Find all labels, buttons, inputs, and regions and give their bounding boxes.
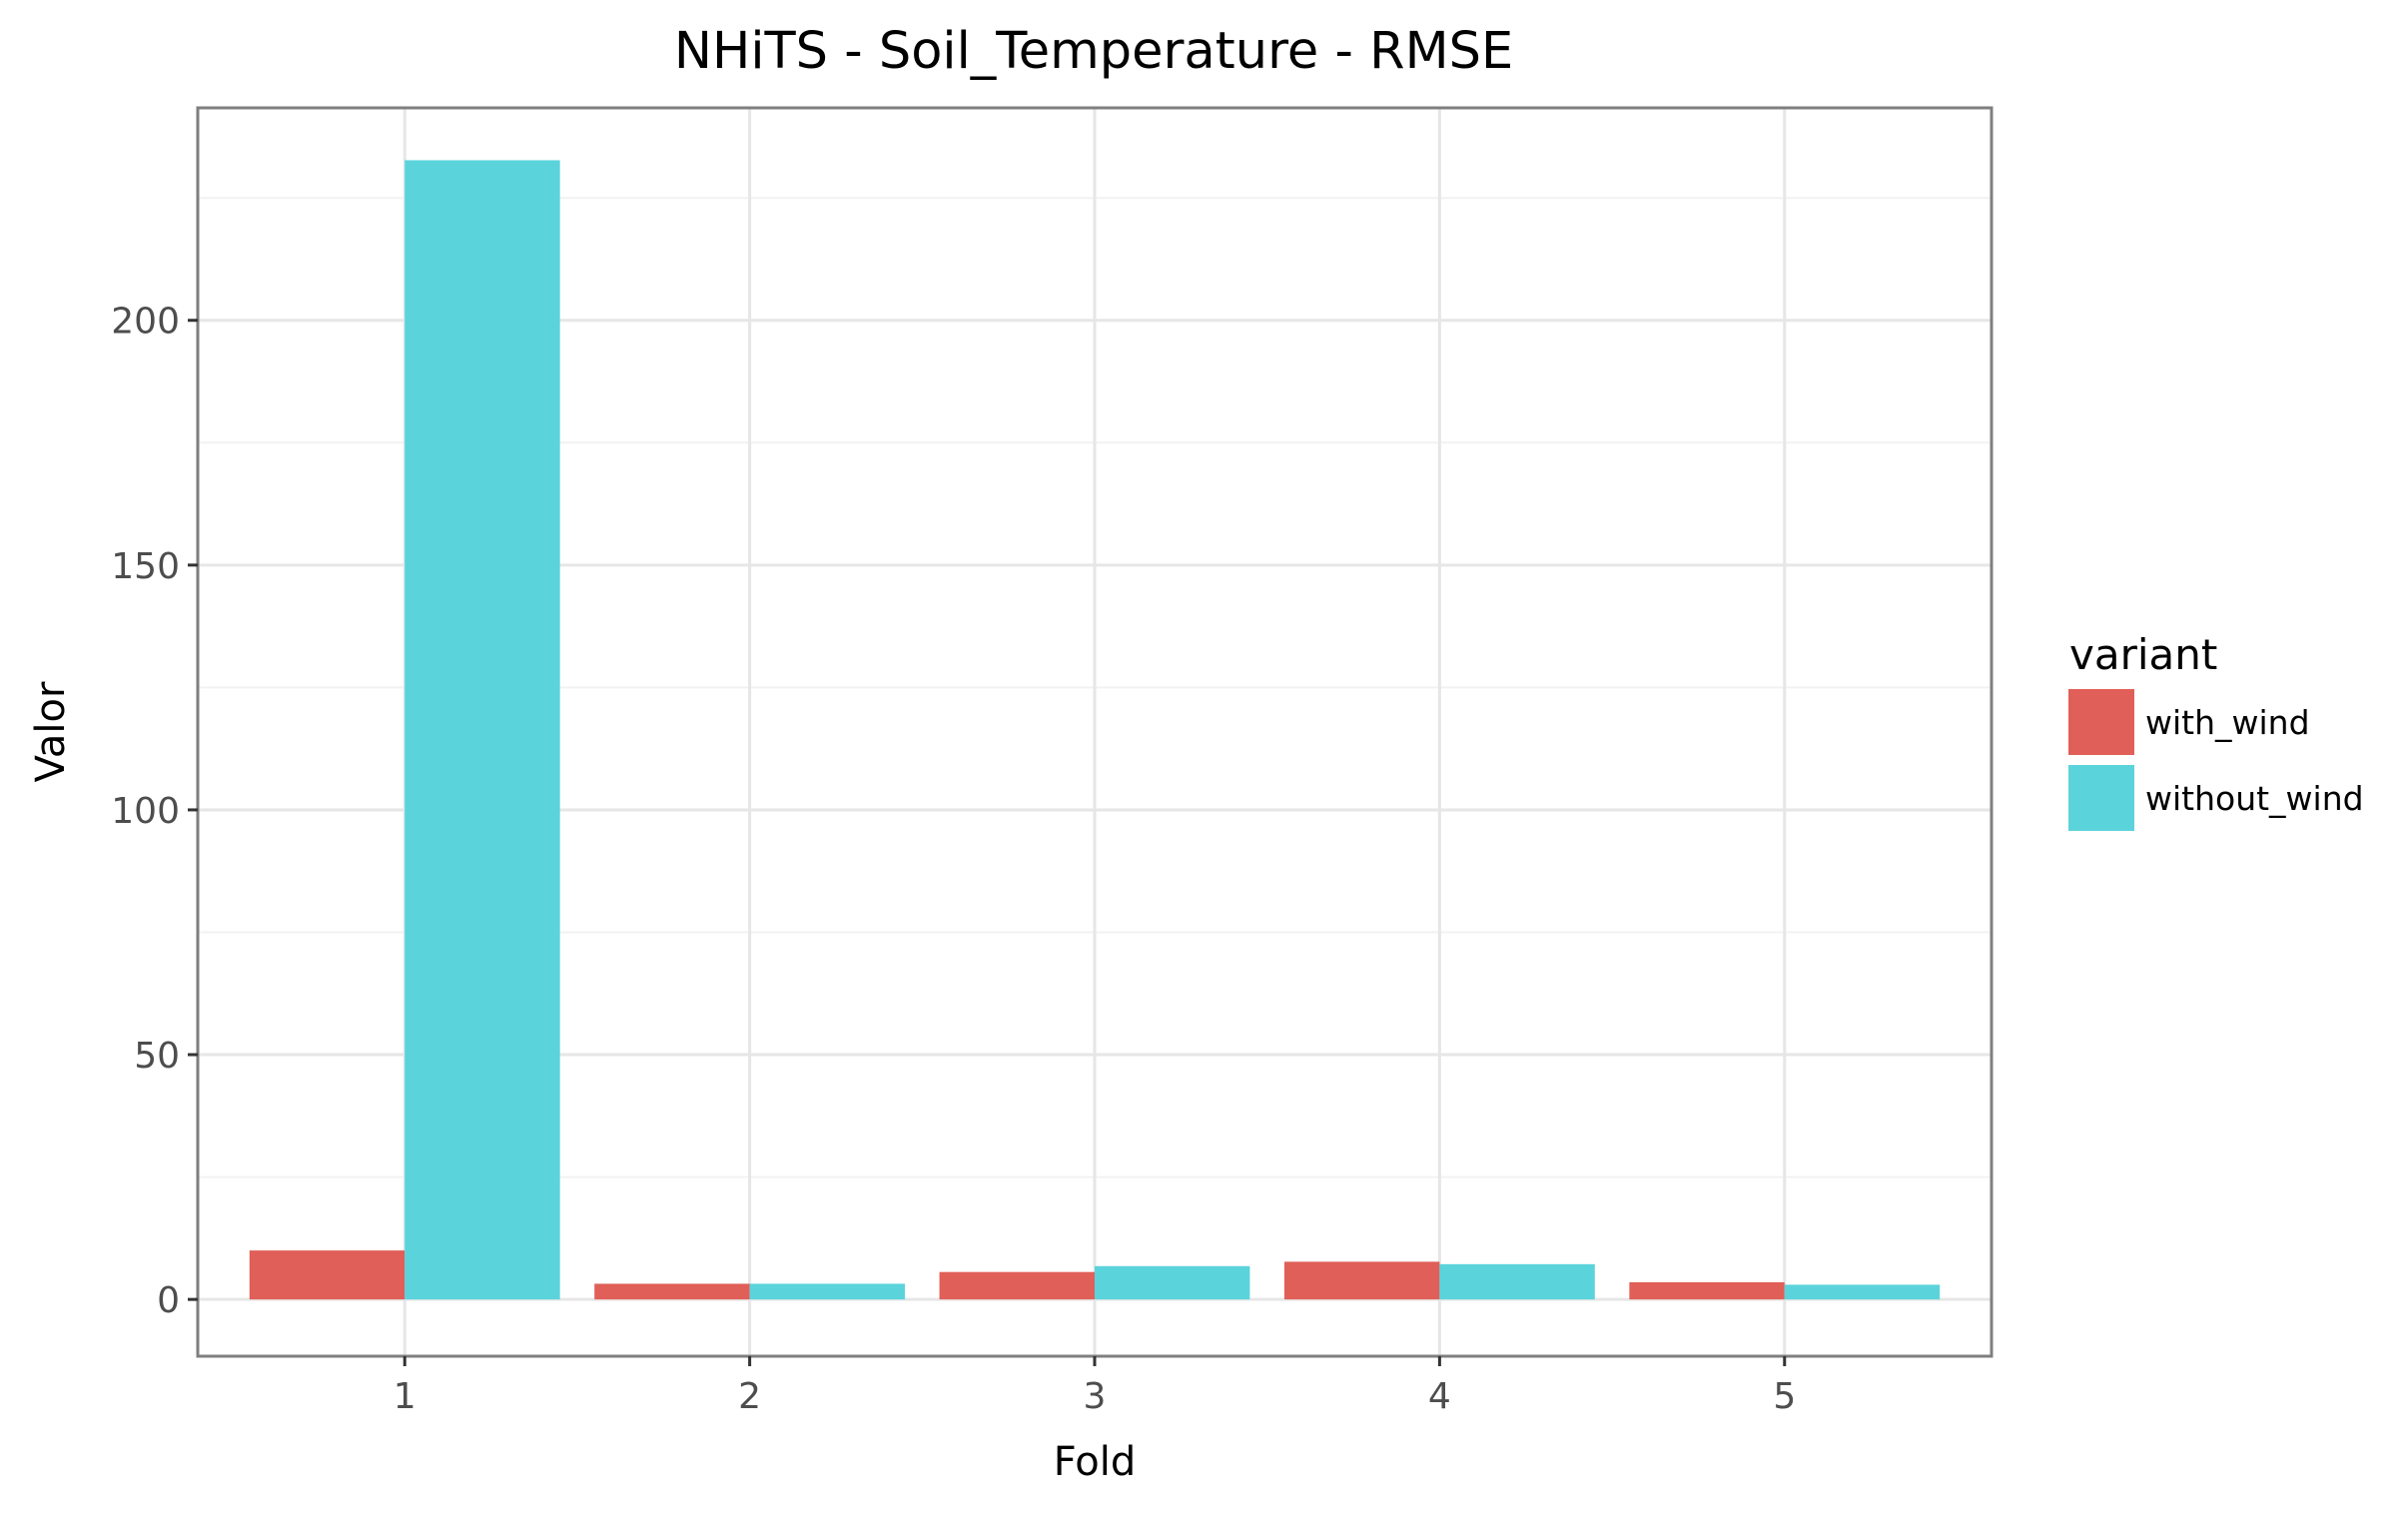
bar-without_wind-fold-5 xyxy=(1784,1284,1941,1300)
x-tick-label: 5 xyxy=(1773,1376,1796,1417)
x-tick-label: 3 xyxy=(1084,1376,1107,1417)
x-axis: 1 2 3 4 5 xyxy=(394,1356,1796,1417)
y-axis-label: Valor xyxy=(28,681,74,782)
bar-without_wind-fold-4 xyxy=(1439,1263,1595,1300)
chart-title: NHiTS - Soil_Temperature - RMSE xyxy=(674,22,1513,81)
bar-with_wind-fold-1 xyxy=(249,1250,405,1300)
y-tick-label: 200 xyxy=(111,302,180,343)
bar-with_wind-fold-4 xyxy=(1283,1261,1440,1300)
legend: variant with_wind without_wind xyxy=(2068,630,2364,831)
bar-without_wind-fold-1 xyxy=(404,160,560,1300)
bar-without_wind-fold-2 xyxy=(749,1283,906,1300)
x-tick-label: 4 xyxy=(1428,1376,1451,1417)
legend-items: with_wind without_wind xyxy=(2068,689,2364,831)
bar-with_wind-fold-3 xyxy=(939,1271,1095,1300)
plot-panel xyxy=(196,106,1994,1358)
x-tick-label: 2 xyxy=(738,1376,761,1417)
legend-label-with_wind: with_wind xyxy=(2145,703,2310,742)
legend-title: variant xyxy=(2069,630,2217,679)
x-axis-label: Fold xyxy=(1054,1439,1137,1485)
y-axis: 0 50 100 150 200 xyxy=(111,302,198,1321)
legend-swatch-with_wind xyxy=(2068,689,2134,755)
y-tick-label: 100 xyxy=(111,791,180,832)
y-tick-label: 0 xyxy=(157,1280,180,1321)
bar-without_wind-fold-3 xyxy=(1095,1265,1250,1300)
y-tick-label: 150 xyxy=(111,546,180,587)
legend-swatch-without_wind xyxy=(2068,765,2134,831)
legend-label-without_wind: without_wind xyxy=(2145,779,2364,818)
y-tick-label: 50 xyxy=(134,1036,180,1077)
bar-with_wind-fold-5 xyxy=(1629,1281,1785,1300)
x-tick-label: 1 xyxy=(394,1376,416,1417)
bar-with_wind-fold-2 xyxy=(594,1283,750,1300)
bar-layer xyxy=(249,160,1941,1300)
